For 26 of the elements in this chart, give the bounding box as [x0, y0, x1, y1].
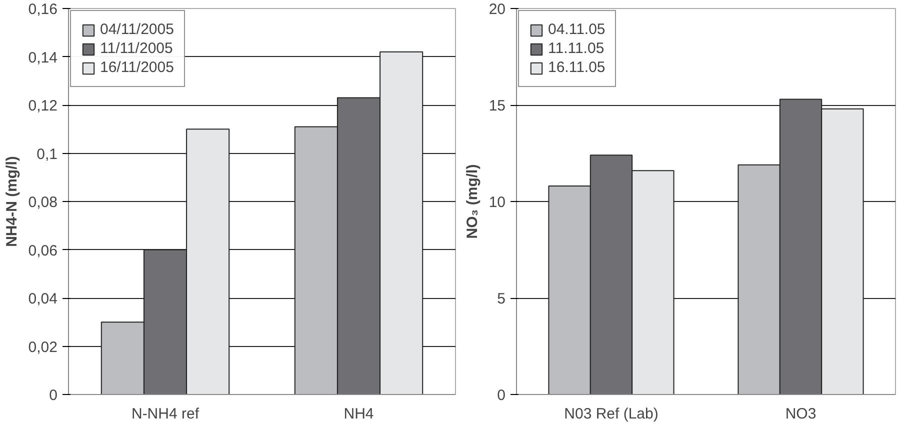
legend-label: 04.11.05	[548, 21, 606, 38]
y-tick-label: 0,02	[28, 338, 58, 356]
y-tick-label: 5	[497, 290, 506, 308]
y-tick-label: 10	[488, 194, 506, 211]
y-tick-label: 0,04	[28, 290, 58, 308]
y-axis-title: NH4-N (mg/l)	[3, 156, 20, 247]
x-tick-label: N-NH4 ref	[131, 406, 200, 422]
y-tick-label: 0,06	[28, 242, 58, 260]
legend-label: 16/11/2005	[100, 59, 174, 76]
y-axis-title: NO₃ (mg/l)	[464, 164, 481, 239]
legend-label: 16.11.05	[548, 59, 606, 76]
x-tick-label: NO3	[785, 406, 816, 422]
x-tick-label: NH4	[344, 406, 374, 422]
y-tick-label: 0,14	[28, 49, 58, 66]
legend-label: 11/11/2005	[100, 40, 173, 57]
legend-label: 04/11/2005	[100, 21, 174, 38]
y-tick-label: 0,12	[28, 98, 58, 114]
y-tick-label: 15	[488, 98, 506, 114]
y-tick-label: 0	[497, 387, 506, 404]
y-tick-label: 0,16	[28, 1, 58, 18]
y-tick-label: 20	[488, 1, 506, 18]
y-tick-label: 0,08	[28, 194, 58, 211]
y-tick-label: 0	[49, 387, 58, 404]
legend-label: 11.11.05	[548, 40, 604, 57]
x-tick-label: N03 Ref (Lab)	[564, 406, 658, 422]
y-tick-label: 0,1	[36, 146, 58, 163]
